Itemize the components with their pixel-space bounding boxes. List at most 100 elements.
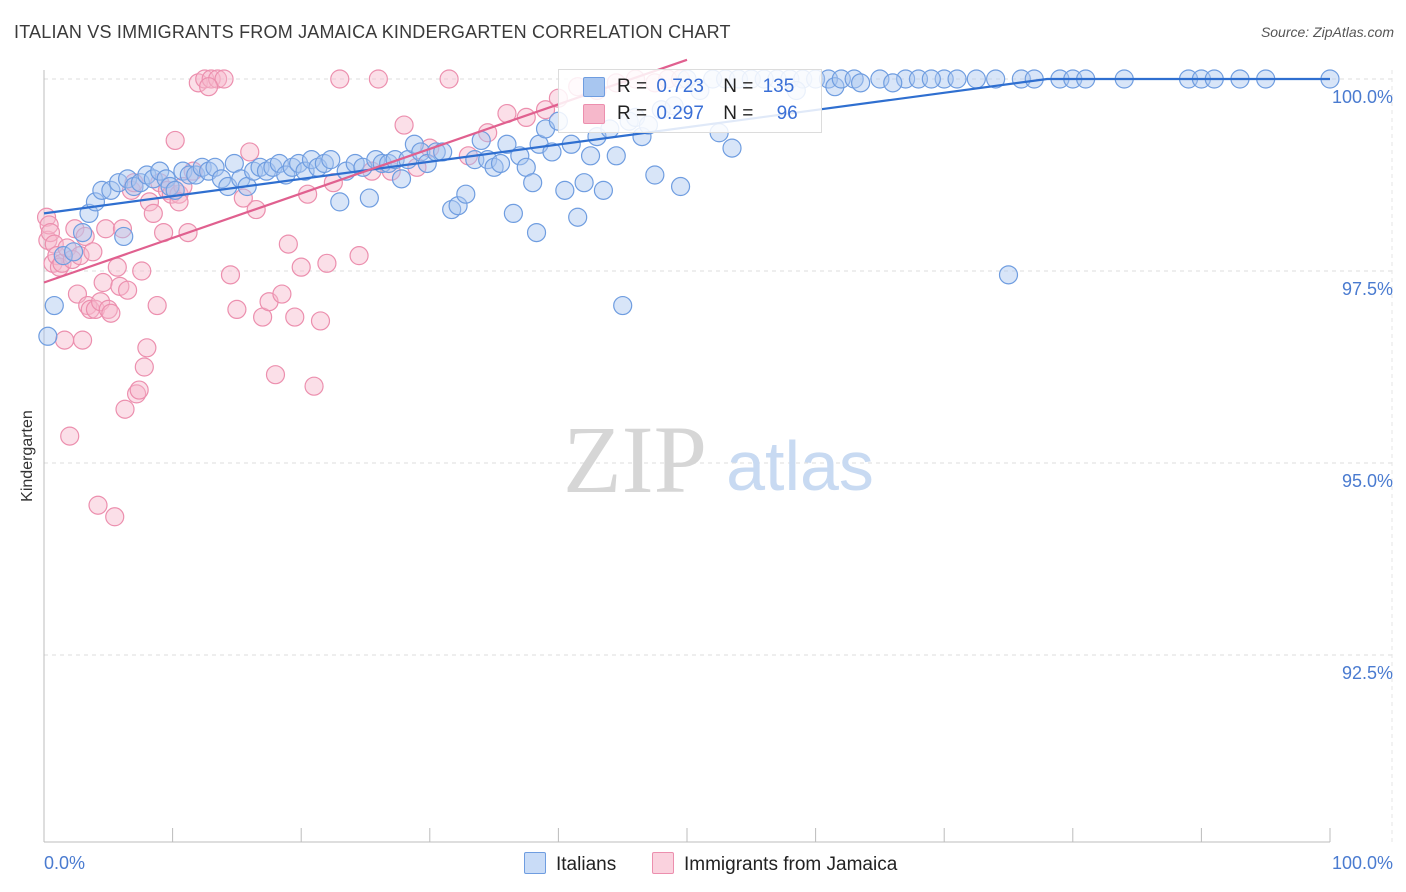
legend-r-jamaica: 0.297 [656, 103, 704, 124]
y-tick-label-92-5: 92.5% [1342, 663, 1393, 683]
point-jamaica [291, 257, 311, 277]
point-jamaica [117, 280, 138, 300]
point-italians [186, 165, 206, 185]
point-italians [117, 169, 138, 189]
point-italians [645, 165, 665, 185]
point-jamaica [52, 253, 72, 273]
point-italians [526, 223, 547, 243]
legend-swatch-jamaica [583, 104, 605, 124]
point-italians [321, 150, 341, 170]
point-italians [523, 173, 543, 193]
point-jamaica [60, 426, 80, 446]
watermark-zip: ZIP [563, 406, 707, 513]
point-jamaica [105, 507, 125, 527]
point-italians [101, 180, 121, 200]
point-italians [211, 169, 232, 189]
point-jamaica [272, 284, 292, 304]
y-tick-label-97-5: 97.5% [1342, 279, 1393, 299]
point-italians [966, 69, 986, 89]
point-jamaica [115, 399, 135, 419]
point-jamaica [134, 357, 154, 377]
legend-r-label: R = [617, 103, 648, 124]
point-italians [53, 246, 73, 266]
point-jamaica [72, 330, 93, 350]
legend-r-italians: 0.723 [656, 76, 704, 97]
point-italians [670, 176, 691, 197]
legend-label-jamaica: Immigrants from Jamaica [684, 854, 898, 875]
point-italians [593, 180, 614, 200]
point-italians [330, 192, 350, 212]
legend-r-label: R = [617, 76, 648, 97]
point-jamaica [96, 219, 116, 239]
legend-n-label: N = [723, 103, 754, 124]
point-italians [359, 188, 379, 208]
point-jamaica [143, 203, 163, 223]
point-italians [391, 169, 412, 189]
series-legend: Italians Immigrants from Jamaica [0, 852, 1406, 878]
point-jamaica [220, 265, 241, 285]
point-jamaica [147, 295, 167, 316]
point-italians [555, 180, 575, 200]
point-jamaica [54, 330, 75, 350]
point-italians [613, 295, 633, 316]
y-tick-label-100: 100.0% [1332, 87, 1393, 107]
point-jamaica [40, 223, 61, 243]
y-tick-label-95: 95.0% [1342, 471, 1393, 491]
point-italians [568, 207, 588, 227]
point-italians [851, 73, 871, 93]
point-italians [947, 69, 967, 89]
point-jamaica [199, 77, 219, 97]
legend-item-italians[interactable]: Italians [524, 852, 616, 876]
tick-labels: 100.0% 97.5% 95.0% 92.5% 0.0% 100.0% [44, 87, 1393, 873]
point-jamaica [278, 234, 298, 254]
point-italians [448, 196, 468, 216]
point-jamaica [107, 257, 127, 277]
point-jamaica [349, 246, 369, 266]
point-jamaica [368, 69, 388, 89]
point-jamaica [83, 242, 103, 262]
point-jamaica [112, 219, 133, 239]
point-jamaica [394, 115, 414, 135]
point-italians [825, 77, 845, 97]
point-jamaica [132, 261, 152, 281]
point-italians [722, 138, 742, 158]
point-italians [456, 184, 476, 204]
legend-item-jamaica[interactable]: Immigrants from Jamaica [652, 852, 897, 876]
point-italians [150, 161, 170, 181]
point-jamaica [165, 130, 185, 151]
point-jamaica [317, 253, 337, 273]
axes [43, 70, 1331, 843]
point-italians [606, 146, 626, 166]
point-italians [870, 69, 890, 89]
point-jamaica [285, 307, 305, 327]
legend-n-italians: 135 [762, 76, 795, 97]
point-jamaica [265, 365, 286, 385]
point-italians [497, 134, 517, 154]
point-jamaica [93, 272, 113, 293]
point-italians [921, 69, 941, 89]
point-italians [130, 173, 151, 193]
point-jamaica [233, 188, 253, 208]
point-jamaica [227, 299, 247, 319]
point-italians [574, 173, 594, 193]
point-italians [490, 153, 511, 174]
point-jamaica [39, 215, 59, 235]
legend-swatch-jamaica [652, 852, 674, 874]
trend-line-italians [43, 77, 1330, 215]
point-jamaica [139, 192, 160, 212]
point-jamaica [304, 376, 324, 396]
legend-swatch-italians [583, 77, 605, 97]
point-italians [986, 69, 1006, 89]
point-italians [289, 153, 309, 174]
point-italians [269, 153, 289, 174]
point-italians [63, 242, 84, 262]
point-italians [72, 223, 93, 243]
point-italians [44, 295, 64, 316]
point-jamaica [169, 192, 189, 212]
point-italians [883, 73, 903, 93]
point-jamaica [214, 69, 234, 89]
legend-swatch-italians [524, 852, 546, 874]
correlation-legend: R = 0.723 N = 135 R = 0.297 N = 96 [558, 69, 822, 133]
point-jamaica [137, 338, 157, 358]
